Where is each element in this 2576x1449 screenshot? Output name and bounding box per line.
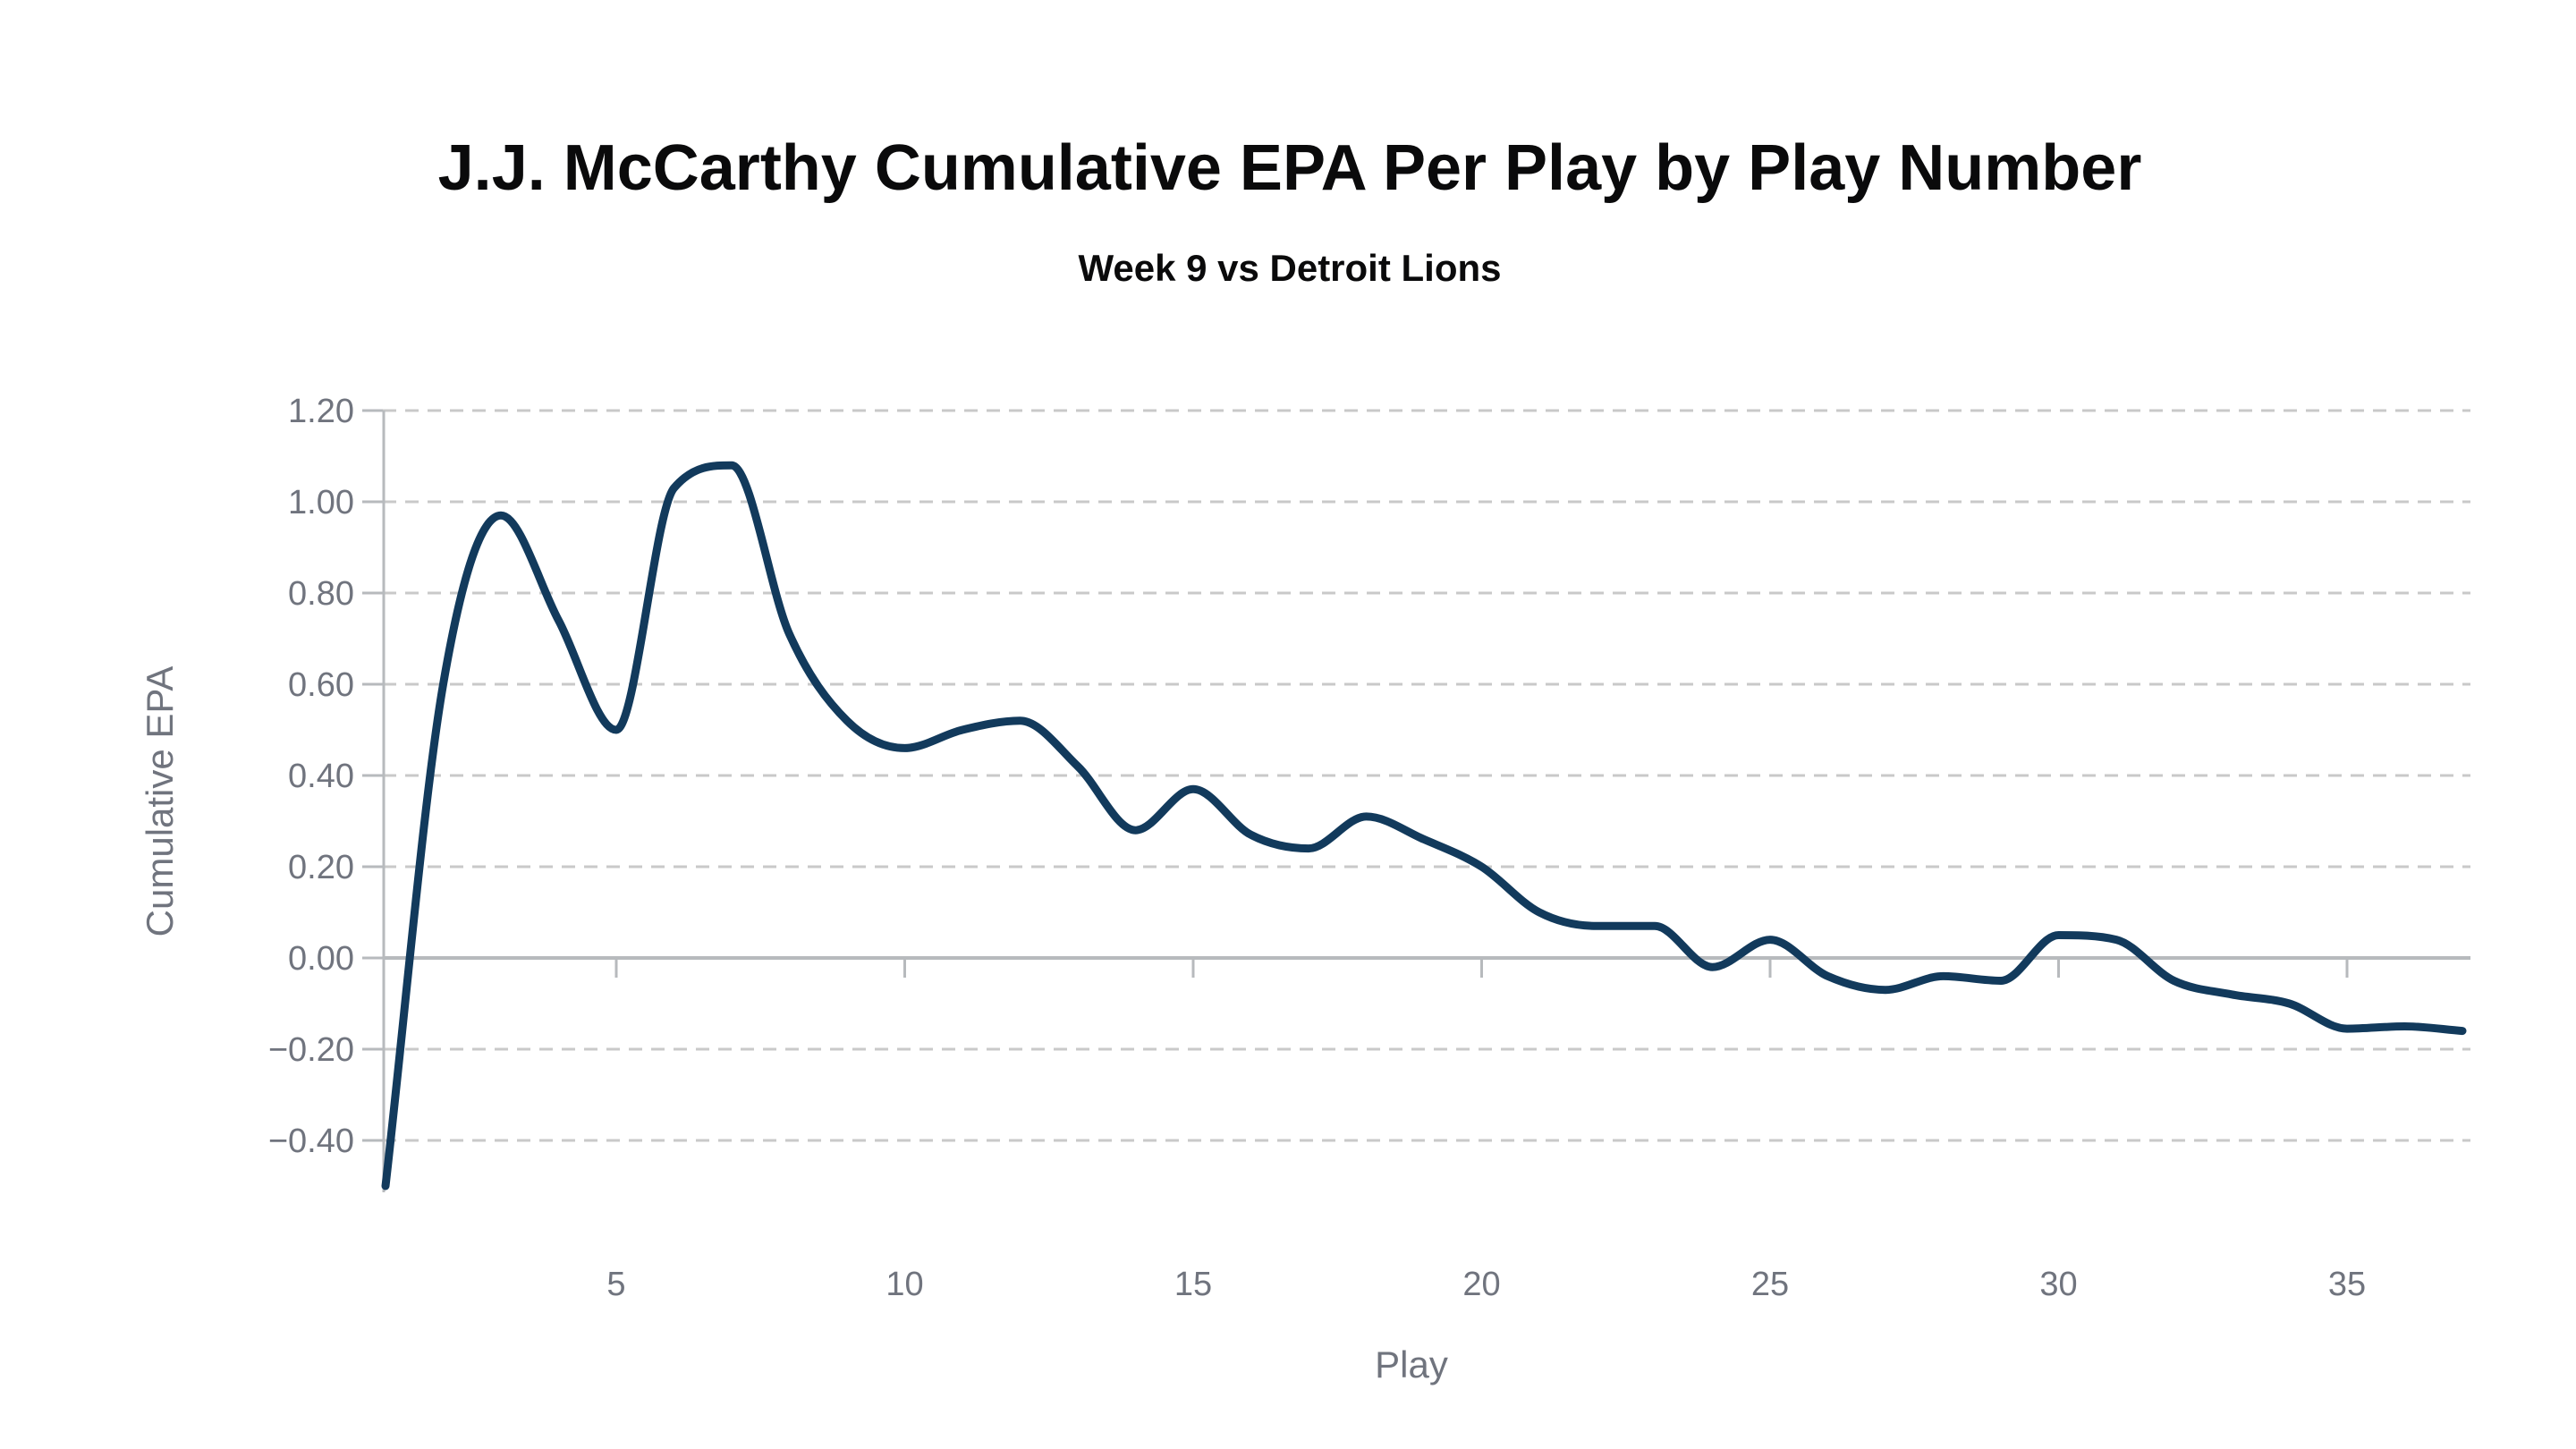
- axes: [362, 409, 2349, 1192]
- gridlines: [383, 409, 2470, 1142]
- y-axis-title: Cumulative EPA: [139, 666, 181, 937]
- chart-title: J.J. McCarthy Cumulative EPA Per Play by…: [438, 132, 2142, 204]
- x-tick-label: 10: [886, 1266, 923, 1303]
- tick-labels: 1.20 1.00 0.80 0.60 0.40 0.20 0.00 −0.20 −0.40 5 1…: [268, 393, 2366, 1303]
- x-tick-label: 15: [1174, 1266, 1212, 1303]
- y-tick-label: 0.00: [288, 940, 354, 978]
- x-tick-label: 5: [606, 1266, 625, 1303]
- y-tick-label: −0.20: [268, 1031, 354, 1069]
- x-tick-label: 35: [2328, 1266, 2366, 1303]
- y-tick-label: 1.00: [288, 484, 354, 521]
- y-tick-label: −0.40: [268, 1123, 354, 1160]
- y-tick-label: 1.20: [288, 393, 354, 430]
- cumulative-epa-line: [381, 461, 2467, 1191]
- y-tick-label: 0.60: [288, 666, 354, 704]
- x-tick-label: 30: [2039, 1266, 2077, 1303]
- x-tick-label: 20: [1462, 1266, 1500, 1303]
- x-tick-label: 25: [1751, 1266, 1789, 1303]
- x-axis-title: Play: [1375, 1343, 1448, 1385]
- y-tick-label: 0.80: [288, 575, 354, 613]
- y-tick-label: 0.20: [288, 849, 354, 886]
- chart-subtitle: Week 9 vs Detroit Lions: [1078, 247, 1501, 289]
- y-tick-label: 0.40: [288, 758, 354, 795]
